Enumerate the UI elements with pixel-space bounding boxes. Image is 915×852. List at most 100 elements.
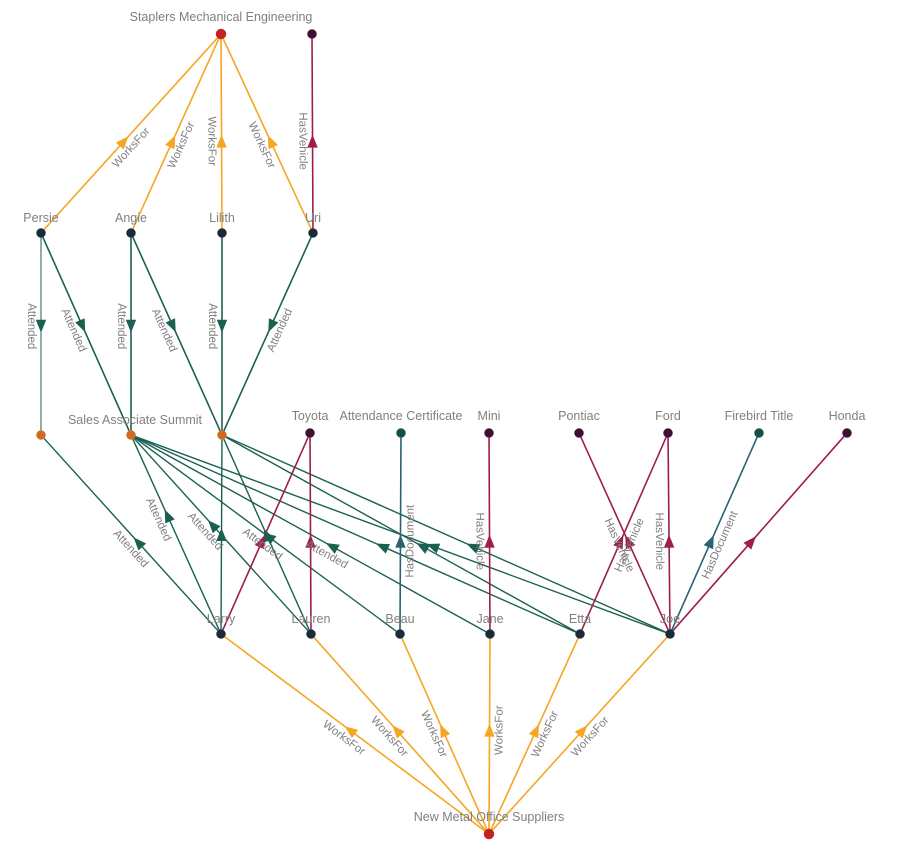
arrowhead-beau-attendance_certificate (395, 534, 406, 548)
node-label-lilith: Lilith (209, 211, 235, 225)
arrowhead-lauren-newmetal (392, 725, 405, 739)
arrowhead-persie-summit_a (35, 319, 47, 333)
arrowhead-summit_c-lauren (263, 528, 274, 543)
node-staplers[interactable] (215, 28, 227, 40)
arrowhead-larry-newmetal (344, 726, 359, 739)
node-joe[interactable] (665, 629, 675, 639)
arrowhead-joe-newmetal (574, 725, 588, 739)
node-label-persie: Persie (23, 211, 58, 225)
arrowhead-lilith-summit_c (216, 319, 228, 333)
node-labels-layer: Staplers Mechanical Engineering Persie Ang… (23, 10, 865, 824)
arrowhead-larry-toyota (254, 535, 265, 550)
edges-layer (40, 36, 845, 832)
node-label-beau: Beau (385, 612, 414, 626)
node-label-newmetal: New Metal Office Suppliers (414, 810, 565, 824)
node-firebird_title[interactable] (754, 428, 764, 438)
node-toyota[interactable] (305, 428, 315, 438)
arrowhead-summit_b-larry (164, 509, 175, 524)
node-label-ford: Ford (655, 409, 681, 423)
edge-angie-staplers (132, 37, 220, 230)
edge-summit_b-larry (132, 438, 220, 631)
edge-label-hasdocument: HasDocument (404, 504, 416, 578)
edge-angie-summit_c (132, 236, 221, 432)
arrowhead-jane-newmetal (484, 723, 495, 737)
node-pontiac[interactable] (574, 428, 584, 438)
node-label-mini: Mini (478, 409, 501, 423)
edge-joe-firebird_title (671, 436, 758, 631)
arrowhead-summit_b-etta (375, 543, 390, 554)
edge-label-attended: Attended (206, 303, 218, 349)
arrowhead-angie-staplers (165, 135, 176, 150)
arrowhead-jane-mini (484, 534, 495, 548)
node-summit_b[interactable] (126, 430, 136, 440)
node-label-honda: Honda (829, 409, 866, 423)
arrowhead-summit_b-joe (426, 543, 441, 554)
edge-lilith-staplers (220, 38, 223, 229)
node-larry[interactable] (216, 629, 226, 639)
node-honda[interactable] (842, 428, 852, 438)
node-mini[interactable] (484, 428, 494, 438)
node-uri[interactable] (308, 228, 318, 238)
node-etta[interactable] (575, 629, 585, 639)
node-label-firebird_title: Firebird Title (725, 409, 794, 423)
arrowhead-angie-summit_c (165, 318, 176, 333)
edge-uri-summit_c (223, 236, 312, 432)
arrowhead-uri-summit_c (268, 318, 279, 333)
node-label-joe: Joe (660, 612, 680, 626)
arrowhead-summit_b-jane (325, 543, 340, 554)
edge-lauren-toyota (309, 437, 312, 630)
edge-beau-attendance_certificate (399, 437, 402, 630)
arrowhead-summit_c-joe (466, 543, 481, 554)
arrowhead-joe-ford (663, 534, 675, 548)
node-lilith[interactable] (217, 228, 227, 238)
edge-label-hasvehicle: HasVehicle (653, 512, 666, 570)
arrowhead-etta-ford (613, 535, 624, 550)
edge-etta-ford (581, 436, 667, 631)
arrowhead-uri-uri_vehicle (307, 134, 318, 148)
node-lauren[interactable] (306, 629, 316, 639)
node-label-pontiac: Pontiac (558, 409, 600, 423)
arrowhead-summit_c-etta (416, 543, 431, 554)
arrowhead-joe-honda (743, 536, 756, 550)
edge-jane-mini (488, 437, 491, 630)
node-label-angie: Angie (115, 211, 147, 225)
node-label-etta: Etta (569, 612, 591, 626)
node-label-staplers: Staplers Mechanical Engineering (130, 10, 313, 24)
edge-larry-newmetal (224, 636, 486, 832)
arrowhead-beau-newmetal (440, 724, 451, 739)
node-label-lauren: Lauren (292, 612, 331, 626)
edge-label-worksfor: WorksFor (205, 116, 217, 166)
arrowhead-joe-pontiac (625, 535, 636, 550)
edge-joe-honda (672, 435, 845, 632)
node-angie[interactable] (126, 228, 136, 238)
node-persie[interactable] (36, 228, 46, 238)
edge-summit_b-etta (134, 436, 577, 633)
node-summit_c[interactable] (217, 430, 227, 440)
edge-label-hasvehicle: HasVehicle (473, 512, 485, 570)
node-attendance_certificate[interactable] (396, 428, 406, 438)
arrowhead-summit_c-larry (216, 528, 227, 542)
edge-summit_a-larry (43, 437, 219, 632)
arrowhead-joe-firebird_title (703, 535, 714, 550)
edge-label-attended: Attended (115, 303, 127, 349)
node-uri_vehicle[interactable] (307, 29, 317, 39)
node-ford[interactable] (663, 428, 673, 438)
edge-label-hasvehicle: HasVehicle (296, 112, 308, 170)
node-newmetal[interactable] (483, 828, 495, 840)
nodes-layer (36, 28, 852, 840)
node-beau[interactable] (395, 629, 405, 639)
arrowhead-summit_a-larry (133, 537, 147, 551)
arrowhead-uri-staplers (267, 135, 278, 150)
edge-persie-staplers (43, 36, 219, 231)
node-jane[interactable] (485, 629, 495, 639)
node-label-jane: Jane (476, 612, 503, 626)
node-label-toyota: Toyota (292, 409, 329, 423)
arrowhead-summit_b-lauren (207, 520, 221, 534)
node-summit_a[interactable] (36, 430, 46, 440)
edge-persie-summit_b (42, 236, 130, 432)
edge-uri-uri_vehicle (311, 38, 314, 229)
edge-summit_c-joe (225, 436, 667, 633)
edge-label-worksfor: WorksFor (493, 705, 505, 755)
edge-label-attended: Attended (25, 303, 37, 349)
